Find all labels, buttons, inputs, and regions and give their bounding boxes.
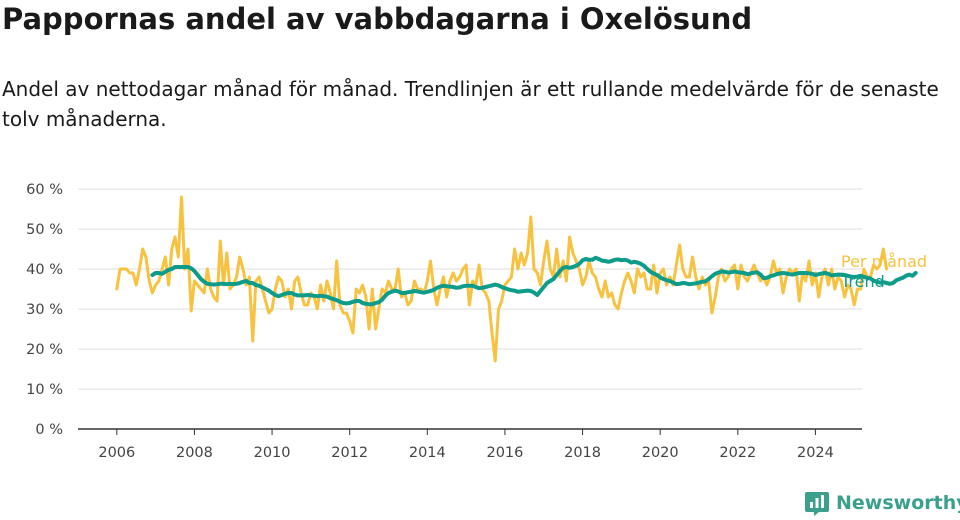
y-tick-label: 50 % bbox=[26, 222, 63, 238]
gridlines bbox=[78, 188, 862, 390]
y-tick-label: 20 % bbox=[26, 342, 63, 358]
series-line-per-manad bbox=[115, 195, 889, 363]
brand-footer: Newsworthy bbox=[804, 490, 960, 516]
x-tick-label: 2024 bbox=[797, 445, 834, 461]
chart-subtitle: Andel av nettodagar månad för månad. Tre… bbox=[2, 77, 939, 131]
x-tick-label: 2018 bbox=[564, 445, 601, 461]
brand-name: Newsworthy bbox=[836, 492, 960, 514]
series-lines bbox=[115, 195, 918, 363]
x-tick-label: 2022 bbox=[719, 445, 756, 461]
x-tick-label: 2008 bbox=[176, 445, 213, 461]
legend: Per månad Trend bbox=[840, 252, 927, 291]
y-tick-label: 10 % bbox=[26, 382, 63, 398]
legend-label-per-manad: Per månad bbox=[841, 252, 927, 271]
legend-label-trend: Trend bbox=[840, 272, 885, 291]
chart-title: Pappornas andel av vabbdagarna i Oxelösu… bbox=[2, 2, 753, 36]
y-tick-label: 0 % bbox=[35, 422, 63, 438]
y-tick-label: 30 % bbox=[26, 302, 63, 318]
x-tick-label: 2014 bbox=[409, 445, 446, 461]
x-tick-label: 2020 bbox=[642, 445, 679, 461]
y-tick-labels: 0 % 10 % 20 % 30 % 40 % 50 % 60 % bbox=[26, 182, 63, 438]
x-tick-label: 2010 bbox=[254, 445, 291, 461]
x-tick-label: 2006 bbox=[98, 445, 135, 461]
x-tick-label: 2016 bbox=[486, 445, 523, 461]
y-tick-label: 40 % bbox=[26, 262, 63, 278]
x-tick-label: 2012 bbox=[331, 445, 368, 461]
x-tick-labels: 2006 2008 2010 2012 2014 2016 2018 2020 2022 2024 bbox=[98, 429, 834, 461]
newsworthy-logo-icon bbox=[805, 492, 829, 516]
y-tick-label: 60 % bbox=[26, 182, 63, 198]
series-line-trend bbox=[150, 255, 918, 307]
